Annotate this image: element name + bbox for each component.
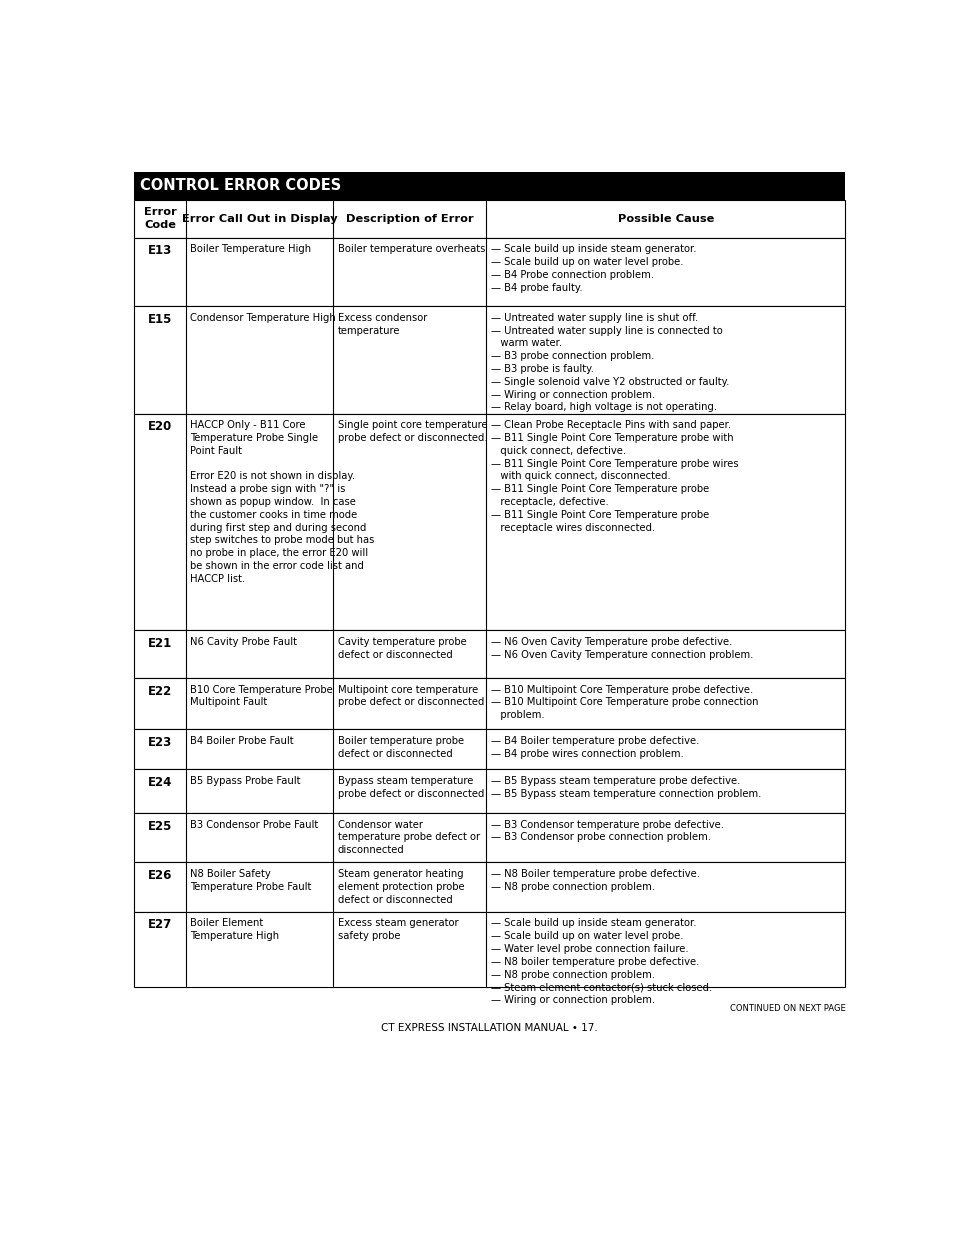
Text: Condensor Temperature High: Condensor Temperature High [191, 312, 335, 322]
Text: — Untreated water supply line is shut off.
— Untreated water supply line is conn: — Untreated water supply line is shut of… [490, 312, 728, 412]
Bar [133, 911, 844, 987]
Text: Single point core temperature
probe defect or disconnected.: Single point core temperature probe defe… [337, 420, 487, 443]
Text: Condensor water
temperature probe defect or
disconnected: Condensor water temperature probe defect… [337, 820, 479, 855]
Text: E23: E23 [148, 736, 172, 748]
Text: B3 Condensor Probe Fault: B3 Condensor Probe Fault [191, 820, 318, 830]
Bar [133, 678, 844, 729]
Bar [133, 237, 844, 306]
Text: Cavity temperature probe
defect or disconnected: Cavity temperature probe defect or disco… [337, 637, 466, 659]
Text: E13: E13 [148, 245, 172, 257]
Bar [133, 306, 844, 414]
Text: Bypass steam temperature
probe defect or disconnected: Bypass steam temperature probe defect or… [337, 776, 483, 799]
Bar [133, 172, 844, 200]
Text: B10 Core Temperature Probe
Multipoint Fault: B10 Core Temperature Probe Multipoint Fa… [191, 684, 333, 708]
Text: CONTROL ERROR CODES: CONTROL ERROR CODES [140, 178, 341, 193]
Text: E21: E21 [148, 637, 172, 650]
Text: — B10 Multipoint Core Temperature probe defective.
— B10 Multipoint Core Tempera: — B10 Multipoint Core Temperature probe … [490, 684, 758, 720]
Bar [133, 630, 844, 678]
Text: E25: E25 [148, 820, 172, 832]
Text: E26: E26 [148, 869, 172, 882]
Text: Description of Error: Description of Error [346, 214, 473, 224]
Text: Error Call Out in Display: Error Call Out in Display [182, 214, 337, 224]
Text: Steam generator heating
element protection probe
defect or disconnected: Steam generator heating element protecti… [337, 869, 464, 904]
Text: N6 Cavity Probe Fault: N6 Cavity Probe Fault [191, 637, 297, 647]
Text: B4 Boiler Probe Fault: B4 Boiler Probe Fault [191, 736, 294, 746]
Text: HACCP Only - B11 Core
Temperature Probe Single
Point Fault

Error E20 is not sho: HACCP Only - B11 Core Temperature Probe … [191, 420, 375, 584]
Text: Boiler temperature overheats: Boiler temperature overheats [337, 245, 484, 254]
Text: E15: E15 [148, 312, 172, 326]
Text: CONTINUED ON NEXT PAGE: CONTINUED ON NEXT PAGE [729, 1004, 844, 1013]
Text: Boiler Temperature High: Boiler Temperature High [191, 245, 312, 254]
Bar [133, 769, 844, 813]
Text: — Clean Probe Receptacle Pins with sand paper.
— B11 Single Point Core Temperatu: — Clean Probe Receptacle Pins with sand … [490, 420, 738, 532]
Text: E27: E27 [148, 919, 172, 931]
Bar [133, 729, 844, 769]
Text: — Scale build up inside steam generator.
— Scale build up on water level probe.
: — Scale build up inside steam generator.… [490, 245, 696, 293]
Text: Boiler Element
Temperature High: Boiler Element Temperature High [191, 919, 279, 941]
Text: Excess condensor
temperature: Excess condensor temperature [337, 312, 427, 336]
Text: Excess steam generator
safety probe: Excess steam generator safety probe [337, 919, 457, 941]
Text: N8 Boiler Safety
Temperature Probe Fault: N8 Boiler Safety Temperature Probe Fault [191, 869, 312, 892]
Text: E20: E20 [148, 420, 172, 433]
Bar [133, 862, 844, 911]
Bar [133, 813, 844, 862]
Text: — N6 Oven Cavity Temperature probe defective.
— N6 Oven Cavity Temperature conne: — N6 Oven Cavity Temperature probe defec… [490, 637, 752, 659]
Text: Boiler temperature probe
defect or disconnected: Boiler temperature probe defect or disco… [337, 736, 463, 758]
Text: CT EXPRESS INSTALLATION MANUAL • 17.: CT EXPRESS INSTALLATION MANUAL • 17. [380, 1023, 597, 1032]
Text: Error
Code: Error Code [144, 207, 176, 230]
Text: — B4 Boiler temperature probe defective.
— B4 probe wires connection problem.: — B4 Boiler temperature probe defective.… [490, 736, 699, 758]
Text: — Scale build up inside steam generator.
— Scale build up on water level probe.
: — Scale build up inside steam generator.… [490, 919, 711, 1005]
Bar [133, 414, 844, 630]
Text: E24: E24 [148, 776, 172, 789]
Text: Possible Cause: Possible Cause [617, 214, 713, 224]
Text: B5 Bypass Probe Fault: B5 Bypass Probe Fault [191, 776, 300, 785]
Text: Multipoint core temperature
probe defect or disconnected: Multipoint core temperature probe defect… [337, 684, 483, 708]
Text: — N8 Boiler temperature probe defective.
— N8 probe connection problem.: — N8 Boiler temperature probe defective.… [490, 869, 699, 892]
Text: — B5 Bypass steam temperature probe defective.
— B5 Bypass steam temperature con: — B5 Bypass steam temperature probe defe… [490, 776, 760, 799]
Text: — B3 Condensor temperature probe defective.
— B3 Condensor probe connection prob: — B3 Condensor temperature probe defecti… [490, 820, 722, 842]
Text: E22: E22 [148, 684, 172, 698]
Bar [133, 200, 844, 237]
